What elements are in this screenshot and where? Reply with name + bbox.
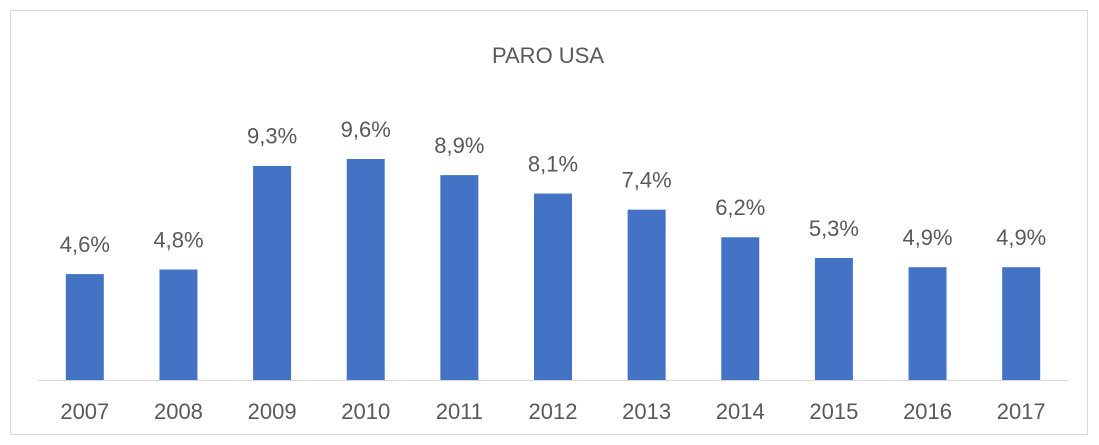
data-label: 4,9%	[902, 225, 952, 250]
x-tick-label: 2017	[997, 399, 1046, 424]
data-label: 8,1%	[528, 151, 578, 176]
bar	[627, 209, 666, 380]
data-label: 6,2%	[715, 195, 765, 220]
data-label: 4,8%	[153, 227, 203, 252]
bar	[65, 274, 104, 380]
bar	[908, 267, 947, 380]
x-tick-label: 2014	[716, 399, 765, 424]
x-tick-label: 2008	[154, 399, 203, 424]
bar	[253, 165, 292, 380]
bar	[346, 159, 385, 380]
data-label: 8,9%	[434, 133, 484, 158]
x-tick-label: 2010	[341, 399, 390, 424]
bar	[534, 193, 572, 380]
data-label: 4,6%	[60, 232, 110, 257]
data-label: 9,3%	[247, 124, 297, 149]
bar	[159, 269, 198, 380]
chart-title: PARO USA	[492, 43, 604, 68]
bar	[721, 237, 760, 380]
x-tick-label: 2012	[529, 399, 578, 424]
data-label: 7,4%	[622, 167, 672, 192]
bar	[440, 175, 479, 380]
bar	[1002, 267, 1041, 380]
x-tick-label: 2011	[436, 399, 483, 424]
x-tick-label: 2013	[622, 399, 671, 424]
x-tick-label: 2007	[60, 399, 109, 424]
bar	[814, 257, 853, 380]
x-tick-label: 2015	[809, 399, 858, 424]
data-label: 5,3%	[809, 216, 859, 241]
data-label: 4,9%	[996, 225, 1046, 250]
data-label: 9,6%	[341, 117, 391, 142]
x-tick-label: 2016	[903, 399, 952, 424]
x-tick-label: 2009	[248, 399, 297, 424]
